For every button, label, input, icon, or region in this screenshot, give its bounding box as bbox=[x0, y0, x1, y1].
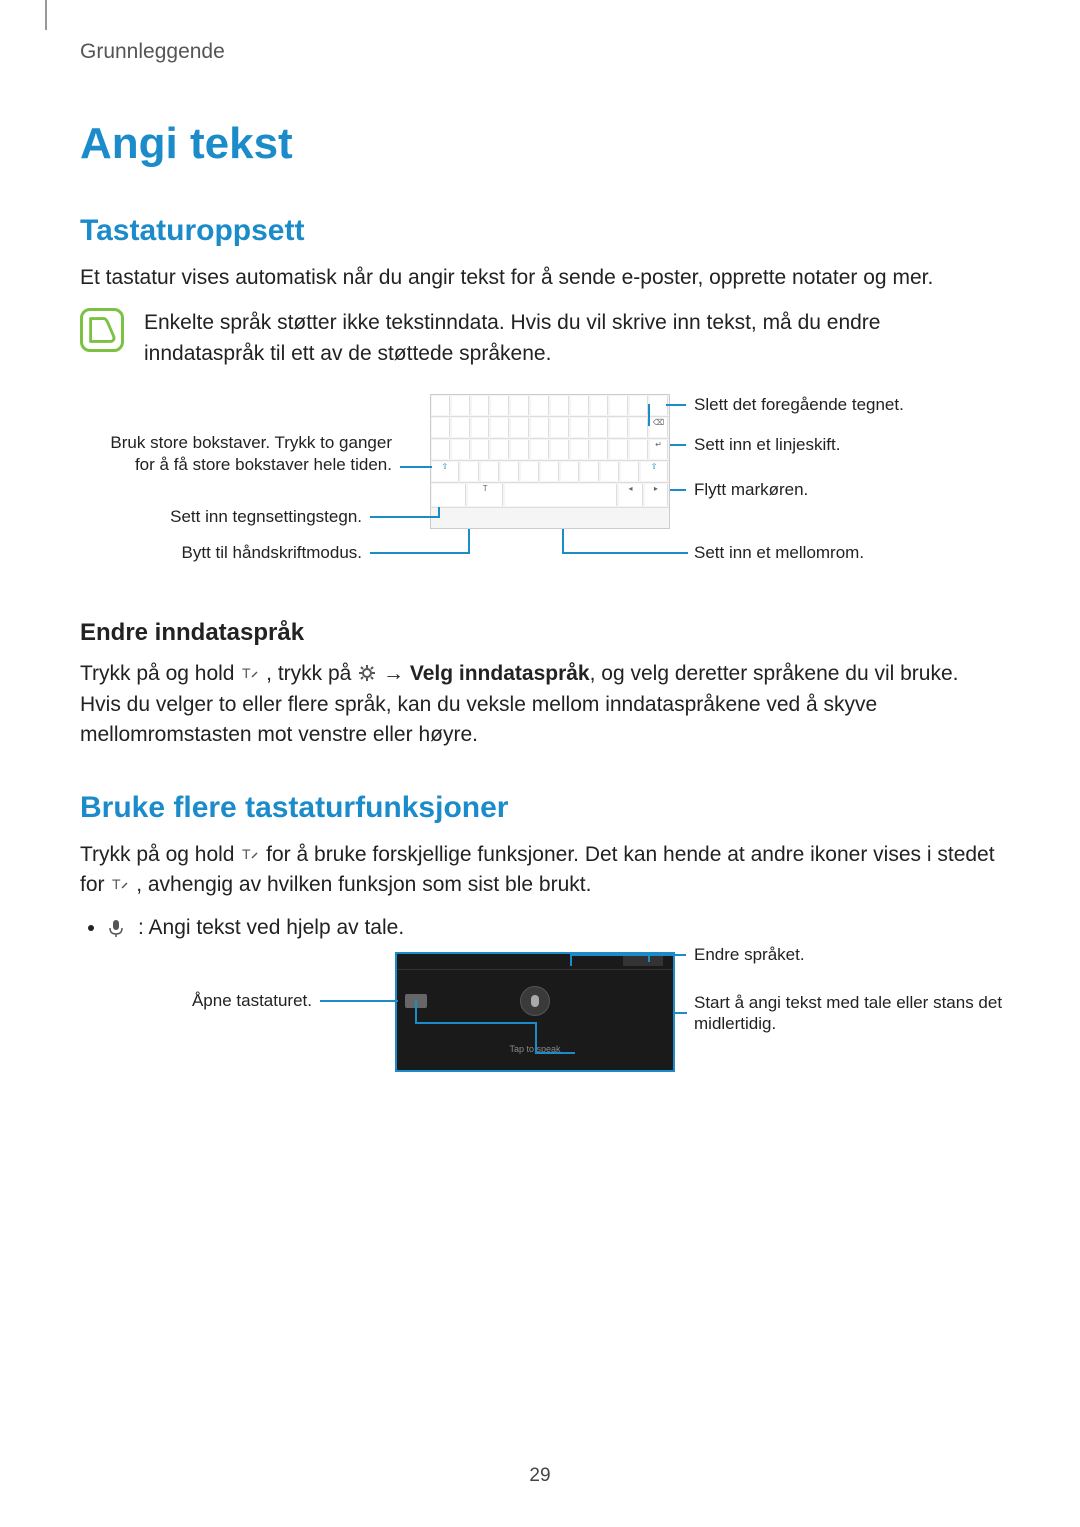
breadcrumb: Grunnleggende bbox=[80, 40, 1000, 64]
sub1-text-b: , trykk på bbox=[266, 662, 357, 685]
handwriting-icon: T bbox=[240, 843, 260, 863]
bullet-dot bbox=[88, 925, 94, 931]
subsection-heading-1: Endre inndataspråk bbox=[80, 619, 1000, 647]
section1-intro: Et tastatur vises automatisk når du angi… bbox=[80, 263, 1000, 293]
svg-text:T: T bbox=[242, 665, 251, 681]
microphone-icon bbox=[106, 918, 126, 938]
section2-body: Trykk på og hold T for å bruke forskjell… bbox=[80, 840, 1000, 901]
s2-text-c: , avhengig av hvilken funksjon som sist … bbox=[136, 873, 591, 896]
voice-panel: Tap to speak bbox=[395, 952, 675, 1072]
gear-icon bbox=[357, 662, 377, 682]
anno-left-1: Bruk store bokstaver. Trykk to ganger fo… bbox=[110, 432, 392, 475]
page-number: 29 bbox=[529, 1465, 550, 1487]
anno-right-4: Sett inn et mellomrom. bbox=[694, 542, 864, 563]
section-heading-2: Bruke flere tastaturfunksjoner bbox=[80, 791, 1000, 825]
keyboard-diagram: ⌫ ↵ ⇧⇧ T◂▸ Slett det foregående tegnet. … bbox=[80, 394, 1000, 594]
voice-diagram: Tap to speak Endre språket. Åpne tastatu… bbox=[80, 952, 1000, 1112]
voice-anno-left-1: Åpne tastaturet. bbox=[120, 990, 312, 1011]
anno-right-1: Slett det foregående tegnet. bbox=[694, 394, 904, 415]
handwriting-icon: T bbox=[110, 873, 130, 893]
page-title: Angi tekst bbox=[80, 119, 1000, 169]
vp-mic-button bbox=[520, 986, 550, 1016]
section-heading-1: Tastaturoppsett bbox=[80, 214, 1000, 248]
voice-anno-right-2: Start å angi tekst med tale eller stans … bbox=[694, 992, 1014, 1035]
sub1-text-a: Trykk på og hold bbox=[80, 662, 240, 685]
keyboard-illustration: ⌫ ↵ ⇧⇧ T◂▸ bbox=[430, 394, 670, 529]
sub1-bold: Velg inndataspråk bbox=[410, 662, 590, 685]
note-text: Enkelte språk støtter ikke tekstinndata.… bbox=[144, 308, 1000, 369]
svg-text:T: T bbox=[242, 846, 251, 862]
bullet-voice: : Angi tekst ved hjelp av tale. bbox=[80, 916, 1000, 940]
note-box: Enkelte språk støtter ikke tekstinndata.… bbox=[80, 308, 1000, 369]
anno-right-2: Sett inn et linjeskift. bbox=[694, 434, 840, 455]
s2-text-a: Trykk på og hold bbox=[80, 843, 240, 866]
bullet-text: : Angi tekst ved hjelp av tale. bbox=[138, 916, 404, 940]
anno-left-3: Bytt til håndskriftmodus. bbox=[110, 542, 362, 563]
side-rule bbox=[45, 0, 47, 30]
anno-left-2: Sett inn tegnsettingstegn. bbox=[110, 506, 362, 527]
svg-text:T: T bbox=[112, 876, 121, 892]
voice-anno-right-1: Endre språket. bbox=[694, 944, 805, 965]
vp-lang-pill bbox=[623, 956, 663, 966]
subsection1-body: Trykk på og hold T , trykk på → Velg inn… bbox=[80, 659, 1000, 750]
handwriting-icon: T bbox=[240, 662, 260, 682]
anno-right-3: Flytt markøren. bbox=[694, 479, 808, 500]
arrow: → bbox=[383, 662, 404, 685]
note-icon bbox=[80, 308, 124, 352]
